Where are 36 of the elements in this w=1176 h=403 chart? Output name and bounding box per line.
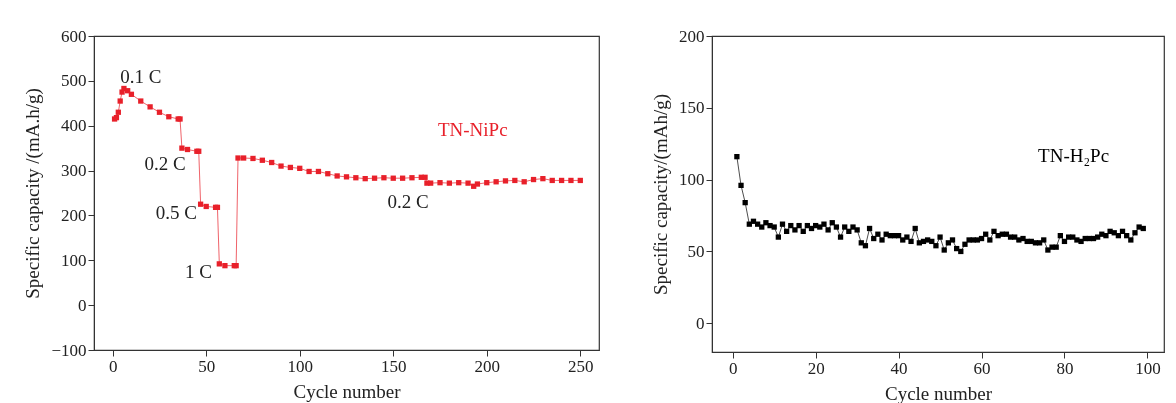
x-tick-label: 60	[973, 358, 991, 378]
annotation: 0.2 C	[387, 191, 429, 213]
x-axis-title: Cycle number	[293, 380, 402, 402]
y-tick-label: 500	[61, 71, 87, 91]
y-axis-title: Specific capacity/(mAh/g)	[650, 93, 672, 296]
text: TN-H₂Pc	[1038, 145, 1110, 167]
annotation: 0.1 C	[120, 65, 162, 87]
x-tick-label: 100	[287, 356, 313, 376]
y-tick-label: 200	[61, 205, 87, 225]
x-tick-label: 250	[568, 356, 594, 376]
y-axis-title: Specific capacity /(mA.h/g)	[22, 88, 45, 299]
y-tick-label: 100	[679, 170, 705, 190]
y-tick-label: 200	[679, 26, 705, 46]
y-tick-label: −100	[51, 340, 87, 360]
x-axis-title: Cycle number	[884, 382, 993, 403]
series-label: TN-NiPc	[437, 119, 508, 141]
x-tick-label: 20	[807, 358, 825, 378]
annotation: 0.5 C	[155, 202, 197, 224]
y-tick-label: 150	[679, 98, 705, 118]
y-tick-label: 50	[687, 241, 705, 261]
x-tick-label: 0	[728, 358, 738, 378]
y-tick-label: 0	[696, 313, 705, 333]
y-tick-label: 400	[61, 116, 87, 136]
y-tick-label: 300	[61, 161, 87, 181]
y-tick-label: 0	[78, 295, 87, 315]
x-tick-label: 0	[108, 356, 118, 376]
x-tick-label: 100	[1135, 358, 1161, 378]
x-tick-label: 80	[1056, 358, 1074, 378]
annotation: 1 C	[185, 260, 212, 282]
x-tick-label: 200	[474, 356, 501, 376]
x-tick-label: 50	[198, 356, 216, 376]
x-tick-label: 150	[381, 356, 407, 376]
annotation: 0.2 C	[144, 152, 186, 174]
y-tick-label: 600	[61, 26, 87, 46]
y-tick-label: 100	[61, 250, 87, 270]
x-tick-label: 40	[890, 358, 908, 378]
